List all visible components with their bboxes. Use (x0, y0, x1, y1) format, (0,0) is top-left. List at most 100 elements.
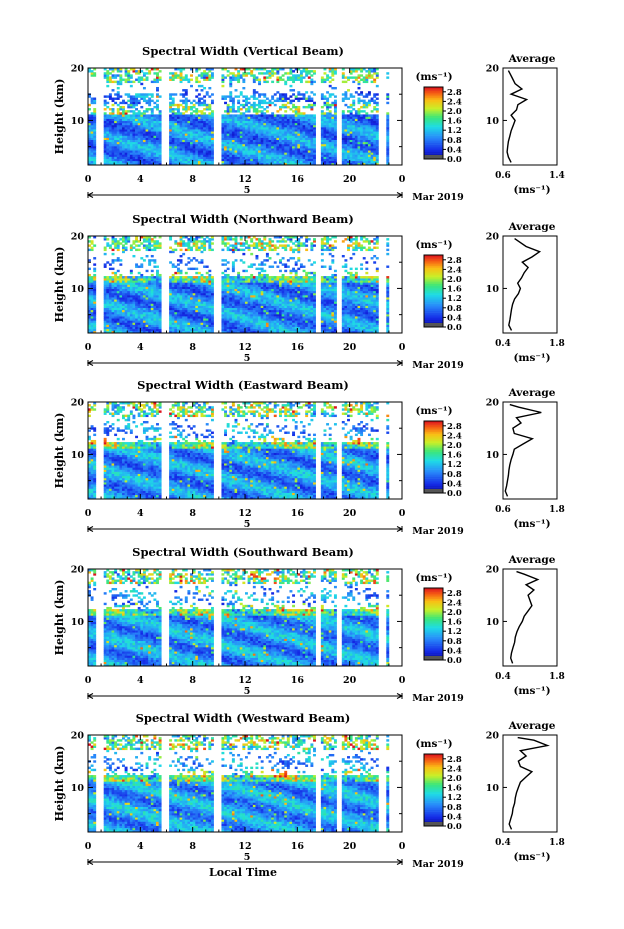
heatmap-cell (258, 162, 261, 166)
heatmap-cell (192, 316, 196, 319)
heatmap-cell (111, 259, 115, 262)
heatmap-cell (90, 70, 94, 73)
heatmap-cell (158, 318, 162, 321)
heatmap-cell (135, 248, 139, 252)
heatmap-cell (263, 146, 267, 149)
heatmap-cell (208, 314, 212, 317)
heatmap-cell (299, 116, 303, 119)
heatmap-cell (333, 101, 337, 105)
heatmap-cell (307, 133, 311, 136)
heatmap-cell (221, 236, 225, 239)
heatmap-cell (171, 299, 175, 302)
heatmap-cell (132, 320, 136, 323)
heatmap-cell (307, 139, 311, 143)
heatmap-cell (375, 118, 379, 122)
heatmap-cell (150, 311, 154, 315)
heatmap-cell (265, 72, 269, 75)
heatmap-cell (224, 154, 227, 157)
heatmap-cell (373, 148, 377, 151)
colorbar-segment (424, 135, 443, 138)
heatmap-cell (265, 143, 269, 147)
heatmap-cell (265, 133, 269, 136)
heatmap-cell (116, 133, 120, 136)
heatmap-cell (122, 307, 125, 311)
heatmap-cell (114, 76, 118, 79)
heatmap-cell (237, 101, 241, 105)
heatmap-cell (197, 110, 201, 113)
heatmap-cell (179, 72, 183, 75)
heatmap-cell (119, 152, 123, 155)
heatmap-cell (242, 156, 246, 159)
heatmap-cell (135, 139, 139, 143)
heatmap-cell (203, 301, 207, 304)
heatmap-cell (187, 150, 191, 153)
heatmap-cell (124, 299, 128, 302)
heatmap-cell (260, 154, 264, 157)
heatmap-cell (176, 244, 180, 247)
heatmap-cell (195, 118, 199, 122)
heatmap-cell (250, 133, 254, 136)
heatmap-cell (239, 127, 243, 130)
heatmap-cell (190, 78, 193, 81)
heatmap-cell (231, 162, 235, 166)
heatmap-cell (263, 95, 267, 98)
heatmap-cell (352, 129, 356, 132)
heatmap-cell (320, 129, 324, 132)
heatmap-cell (116, 276, 120, 279)
heatmap-cell (114, 322, 118, 325)
heatmap-cell (297, 99, 301, 103)
heatmap-cell (190, 248, 193, 252)
heatmap-cell (294, 112, 298, 115)
heatmap-cell (88, 152, 91, 155)
heatmap-cell (187, 301, 191, 304)
heatmap-cell (205, 120, 209, 124)
heatmap-cell (226, 105, 230, 109)
heatmap-cell (190, 146, 193, 149)
heatmap-cell (234, 135, 238, 138)
heatmap-cell (367, 124, 371, 128)
heatmap-cell (150, 316, 154, 319)
heatmap-cell (127, 290, 131, 294)
heatmap-cell (331, 137, 335, 140)
heatmap-cell (310, 127, 314, 130)
heatmap-cell (370, 133, 374, 136)
heatmap-cell (205, 103, 209, 107)
heatmap-cell (354, 131, 358, 134)
heatmap-cell (279, 76, 282, 79)
heatmap-cell (93, 116, 97, 119)
heatmap-cell (294, 146, 298, 149)
heatmap-cell (229, 301, 233, 304)
heatmap-cell (179, 120, 183, 124)
heatmap-cell (119, 141, 123, 145)
heatmap-cell (129, 286, 133, 290)
heatmap-cell (276, 116, 280, 119)
heatmap-cell (135, 72, 139, 75)
heatmap-cell (169, 328, 173, 332)
heatmap-cell (182, 292, 186, 296)
heatmap-cell (182, 242, 186, 245)
heatmap-cell (122, 238, 125, 241)
heatmap-cell (258, 150, 261, 153)
heatmap-cell (250, 124, 254, 128)
heatmap-cell (263, 108, 267, 111)
heatmap-cell (114, 80, 118, 84)
heatmap-cell (297, 122, 301, 126)
colorbar-segment (424, 101, 443, 104)
heatmap-cell (106, 318, 110, 321)
heatmap-cell (279, 105, 282, 109)
heatmap-cell (320, 76, 324, 79)
heatmap-cell (182, 311, 186, 315)
heatmap-cell (367, 68, 371, 71)
heatmap-cell (137, 158, 141, 162)
heatmap-cell (247, 127, 251, 130)
heatmap-cell (333, 86, 337, 90)
heatmap-cell (328, 84, 332, 88)
heatmap-cell (273, 68, 277, 71)
heatmap-cell (137, 110, 141, 113)
heatmap-cell (184, 154, 188, 157)
heatmap-cell (307, 146, 311, 149)
heatmap-cell (169, 309, 173, 313)
heatmap-cell (284, 150, 288, 153)
heatmap-cell (140, 118, 144, 122)
